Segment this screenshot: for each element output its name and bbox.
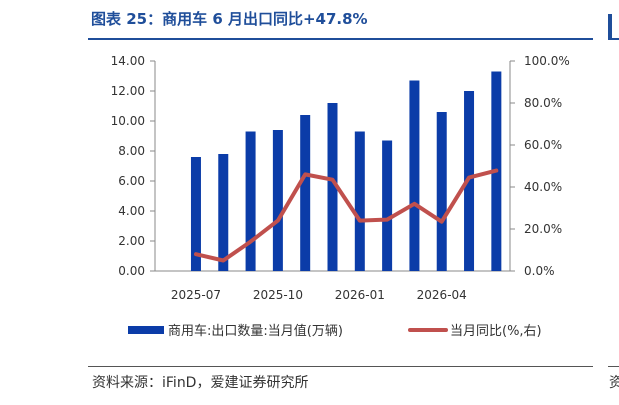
bar-export-volume <box>300 115 311 271</box>
source-divider <box>88 366 593 367</box>
y-right-tick-label: 40.0% <box>524 180 562 194</box>
y-left-tick-label: 10.00 <box>111 114 145 128</box>
bar-export-volume <box>436 112 447 271</box>
adjacent-source-divider <box>608 366 619 367</box>
line-yoy-growth <box>194 168 499 263</box>
y-right-tick-label: 80.0% <box>524 96 562 110</box>
adjacent-source-fragment: 资 <box>609 375 619 391</box>
bar-export-volume <box>245 131 256 271</box>
source-note: 资料来源：iFinD，爱建证券研究所 <box>92 375 309 391</box>
x-tick-label: 2025-10 <box>253 288 303 302</box>
adjacent-figure-marker <box>608 14 619 38</box>
adjacent-figure-underline <box>608 38 619 40</box>
y-left-tick-label: 6.00 <box>118 174 145 188</box>
y-left-tick-label: 12.00 <box>111 84 145 98</box>
x-tick-label: 2025-07 <box>171 288 221 302</box>
y-left-tick-label: 4.00 <box>118 204 145 218</box>
x-tick-label: 2026-01 <box>335 288 385 302</box>
legend-label-line: 当月同比(%,右) <box>450 324 542 339</box>
y-right-tick-label: 20.0% <box>524 222 562 236</box>
x-tick-label: 2026-04 <box>417 288 467 302</box>
y-left-tick-label: 0.00 <box>118 264 145 278</box>
bar-export-volume <box>327 103 338 271</box>
y-right-tick-label: 0.0% <box>524 264 555 278</box>
bar-export-volume <box>272 130 283 271</box>
y-right-tick-label: 60.0% <box>524 138 562 152</box>
y-left-tick-label: 8.00 <box>118 144 145 158</box>
y-right-tick-label: 100.0% <box>524 54 570 68</box>
bar-export-volume <box>382 140 393 271</box>
bar-export-volume <box>409 80 420 271</box>
y-left-tick-label: 14.00 <box>111 54 145 68</box>
title-underline <box>88 38 593 40</box>
legend-swatch-bar <box>128 326 164 334</box>
y-left-tick-label: 2.00 <box>118 234 145 248</box>
bar-export-volume <box>218 154 229 271</box>
chart-title: 图表 25：商用车 6 月出口同比+47.8% <box>91 10 368 28</box>
bar-export-volume <box>354 131 365 271</box>
bar-export-volume <box>190 157 201 271</box>
legend-label-bar: 商用车:出口数量:当月值(万辆) <box>168 323 343 339</box>
